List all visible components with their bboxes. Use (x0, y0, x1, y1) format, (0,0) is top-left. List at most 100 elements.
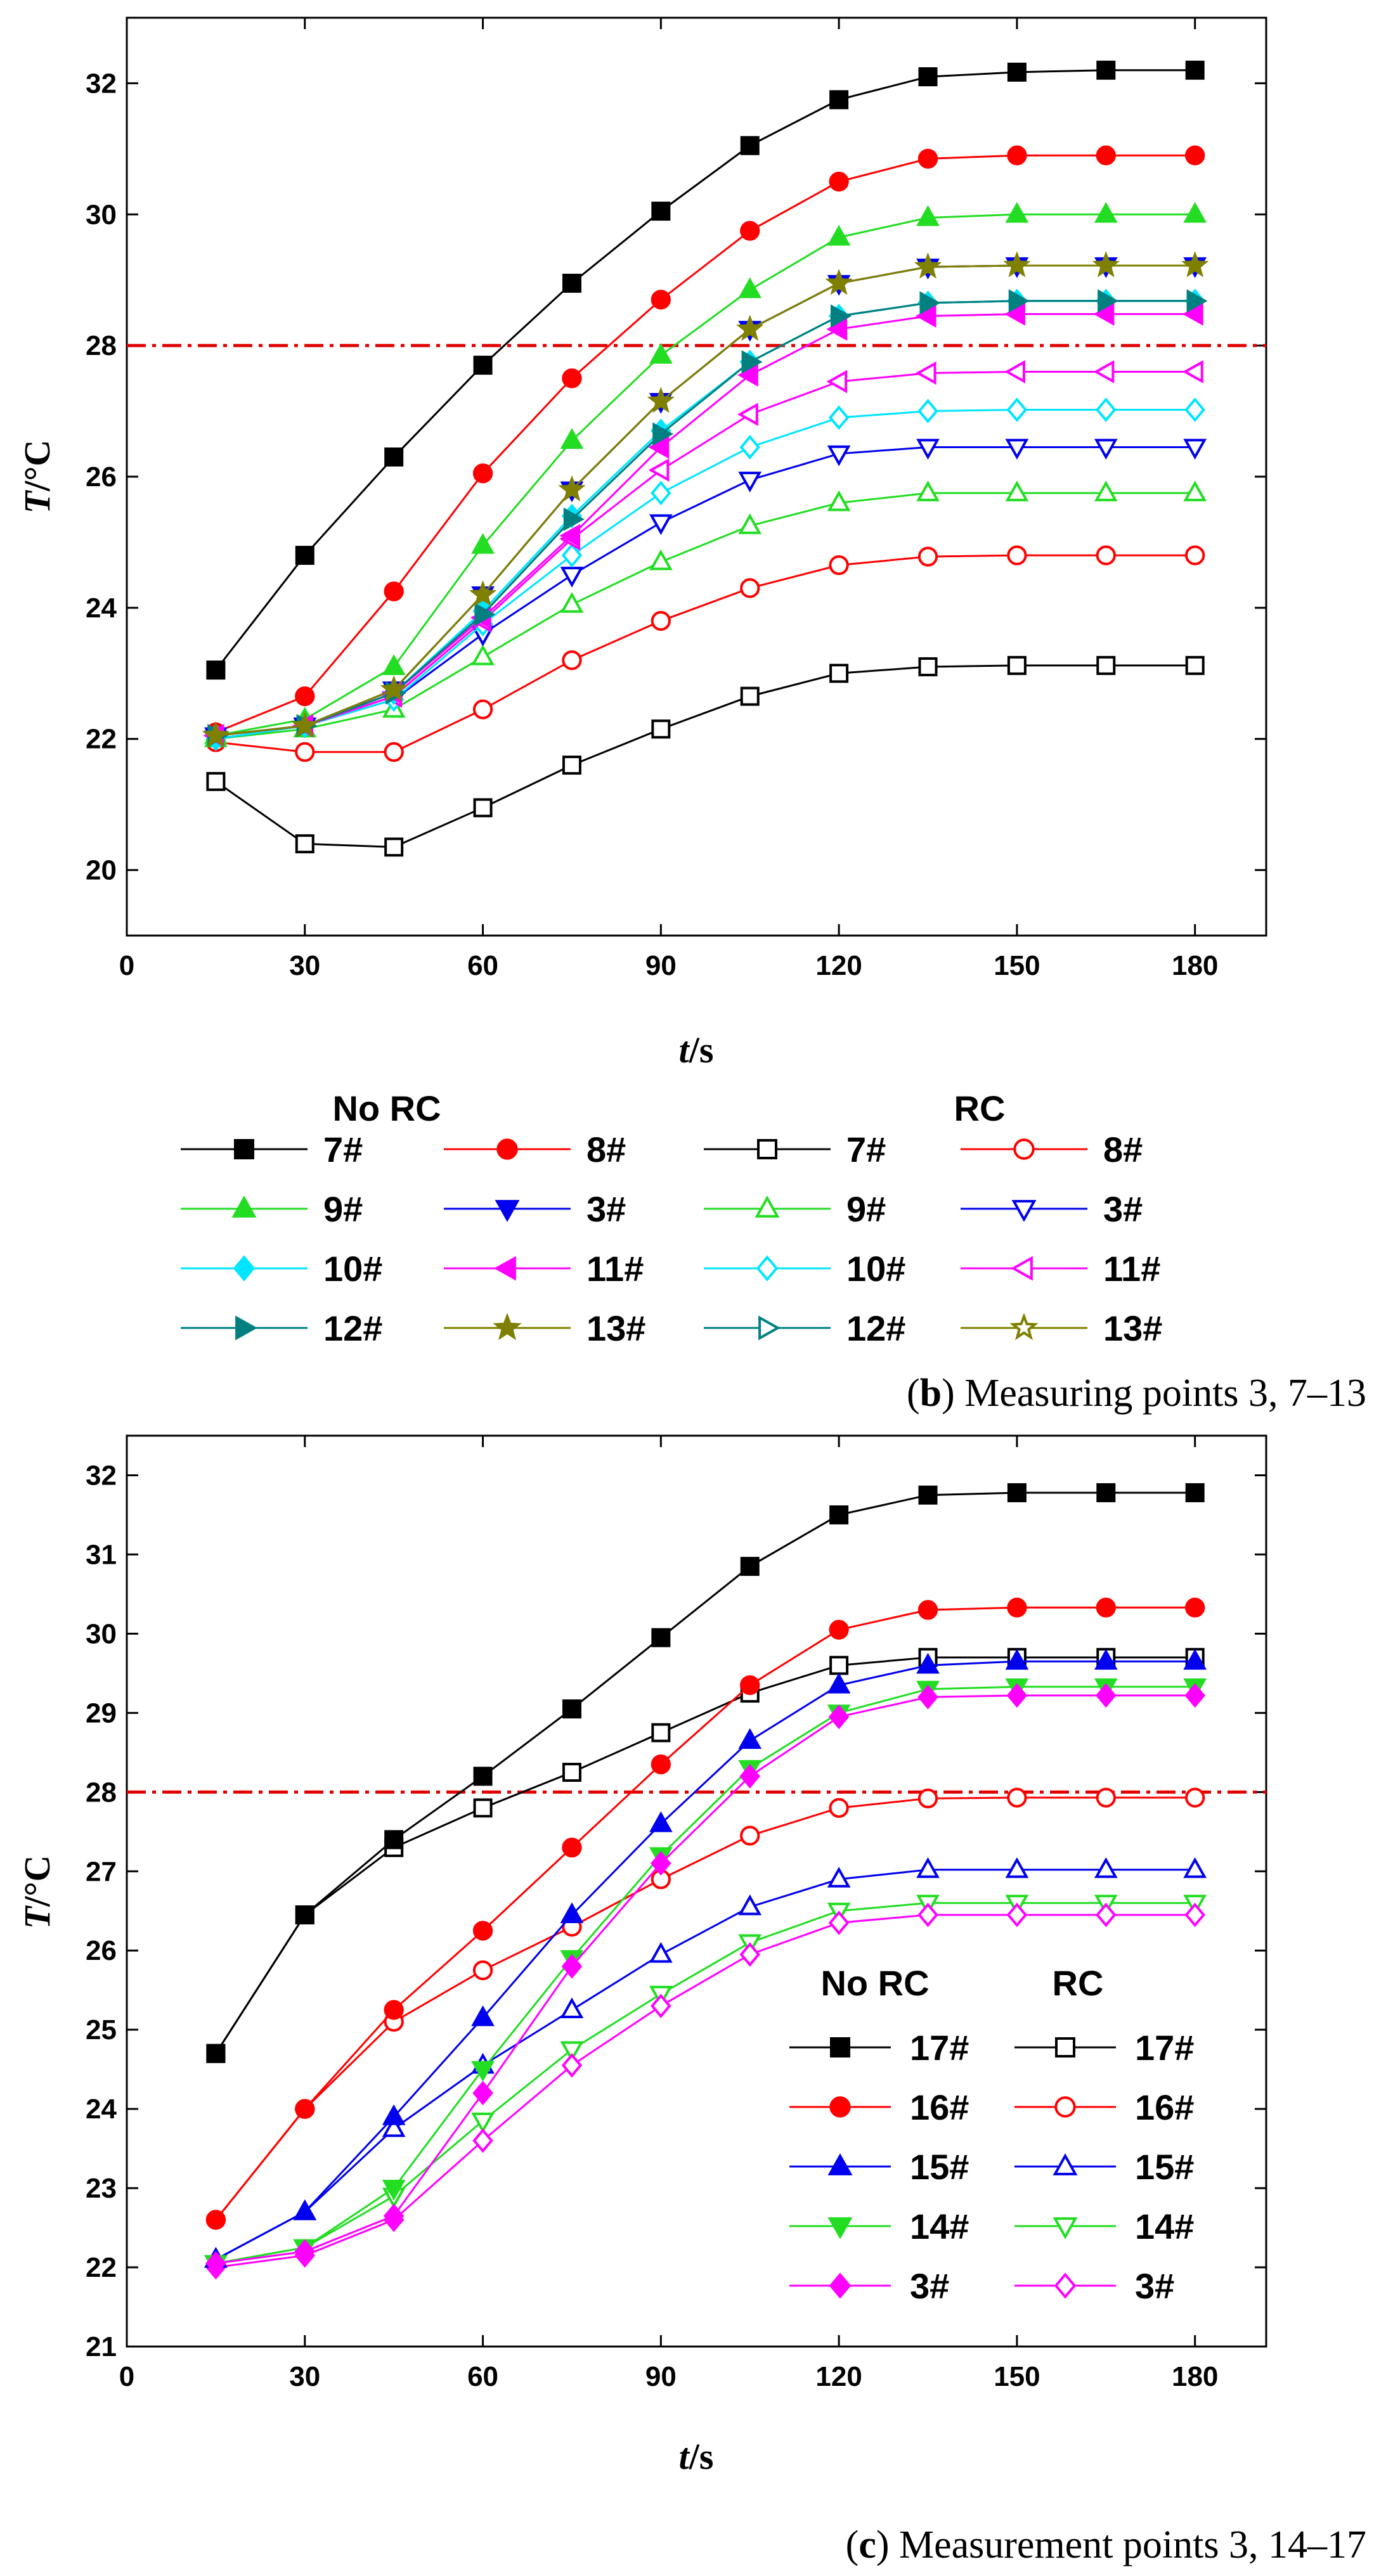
series-line (215, 1656, 1195, 2054)
y-tick-label: 32 (86, 68, 117, 99)
data-point (560, 567, 584, 588)
legend-label: 10# (323, 1249, 382, 1289)
data-point (829, 1620, 849, 1640)
data-point (1005, 439, 1029, 460)
data-point (1096, 545, 1116, 565)
data-point (829, 1505, 849, 1524)
data-point (648, 458, 670, 482)
y-tick-label: 26 (86, 461, 117, 493)
data-point (1185, 1597, 1205, 1618)
data-point (474, 602, 496, 626)
chart-b: 20 22 24 26 28 30 32 0 30 60 90 120 150 180 T/°C t/s… (16, 16, 1366, 1415)
data-point (651, 1754, 671, 1775)
data-point (562, 650, 582, 671)
legend-marker (827, 2153, 853, 2175)
legend-header-b-norc: No RC (332, 1088, 441, 1128)
caption-b: (b) Measuring points 3, 7–13 (907, 1372, 1366, 1415)
series-line (216, 409, 1195, 740)
data-point (473, 1798, 493, 1818)
data-point (1004, 360, 1025, 383)
series-line (215, 664, 1195, 848)
data-point (917, 1600, 938, 1620)
data-point (1096, 655, 1116, 675)
y-tick-label: 20 (86, 855, 117, 886)
legend-marker (1011, 1200, 1037, 1222)
legend-label: 7# (846, 1130, 886, 1169)
data-point (1096, 1683, 1117, 1708)
legend-marker (1053, 2217, 1078, 2239)
x-tick-label: 90 (645, 2361, 677, 2392)
data-point (562, 1699, 581, 1719)
data-point (1096, 145, 1116, 165)
legend-label: 12# (846, 1308, 905, 1348)
legend-marker (1011, 1256, 1033, 1281)
y-tick-label: 27 (86, 1856, 117, 1887)
data-point (295, 546, 314, 565)
data-point (1184, 397, 1205, 422)
x-tick-label: 60 (467, 950, 498, 981)
legend-label: 3# (1135, 2266, 1174, 2306)
data-point (649, 549, 673, 570)
data-point (827, 490, 851, 512)
data-point (562, 1838, 582, 1858)
legend-label: 15# (910, 2147, 969, 2187)
data-point (917, 546, 938, 567)
data-point (1007, 1787, 1027, 1808)
data-point (827, 1867, 851, 1888)
legend-label: 17# (1135, 2028, 1194, 2068)
series-norc-3 (205, 1683, 1205, 2276)
data-point (651, 1723, 671, 1742)
data-point (473, 1767, 493, 1786)
x-tick-label: 120 (815, 2361, 862, 2392)
data-point (206, 771, 226, 791)
legend-marker (1053, 2153, 1078, 2175)
data-point (206, 660, 226, 680)
data-point (1094, 202, 1118, 223)
data-point (916, 439, 940, 460)
data-point (738, 277, 762, 299)
chart-c: 21 22 23 24 25 26 27 28 29 30 31 32 0 30 60 90 120 150 18… (16, 1434, 1366, 2566)
data-point (294, 2239, 316, 2264)
legend-marker (234, 1139, 254, 1159)
legend-marker (757, 1139, 777, 1159)
data-point (917, 1684, 938, 1710)
data-point (472, 699, 493, 719)
data-point (649, 1811, 673, 1832)
data-point (384, 1830, 404, 1850)
data-point (1185, 655, 1205, 675)
data-point (382, 2180, 406, 2201)
data-point (736, 314, 764, 341)
data-point (295, 1905, 314, 1924)
series-rc-7 (206, 655, 1205, 857)
data-point (471, 2112, 495, 2134)
data-point (202, 721, 230, 747)
y-tick-label: 28 (86, 1777, 117, 1808)
series-line (216, 300, 1195, 737)
x-axis-title-b: t/s (679, 1029, 714, 1071)
data-point (291, 711, 319, 738)
legend-marker (830, 2037, 850, 2058)
legend-label: 8# (1103, 1130, 1143, 1169)
data-point (293, 2199, 317, 2220)
data-point (1096, 1483, 1116, 1502)
data-point (295, 686, 315, 707)
legend-marker (758, 1315, 781, 1341)
data-point (828, 1910, 850, 1935)
legend-header-c-rc: RC (1053, 1963, 1104, 2003)
data-point (916, 480, 940, 501)
data-point (561, 2053, 583, 2078)
data-point (917, 399, 938, 423)
legend-c: 17# 16# 15# 14# 3# 17# 16# 15# 14# 3# (789, 2028, 1194, 2306)
data-point (651, 1993, 671, 2019)
x-tick-label: 0 (119, 2361, 134, 2392)
data-point (914, 252, 942, 279)
series-rc-8 (205, 545, 1205, 763)
data-point (560, 1902, 584, 1924)
y-tick-label: 30 (86, 1618, 117, 1649)
y-tick-label: 28 (86, 330, 117, 361)
data-point (740, 578, 760, 598)
data-point (741, 350, 763, 374)
data-point (560, 591, 584, 613)
data-point (1183, 480, 1207, 501)
data-point (915, 361, 936, 385)
